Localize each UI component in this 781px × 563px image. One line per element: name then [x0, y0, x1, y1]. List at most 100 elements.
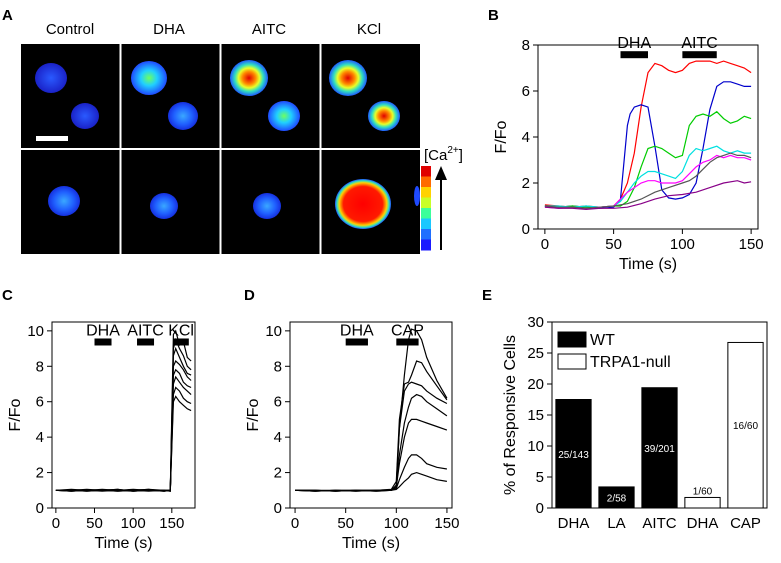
- y-tick-label: 6: [274, 394, 282, 411]
- y-tick-label: 8: [522, 37, 530, 54]
- bar: [555, 399, 592, 509]
- series-line: [295, 454, 447, 492]
- treatment-bar: [345, 338, 368, 346]
- y-tick-label: 10: [527, 438, 544, 455]
- bar: [641, 387, 678, 509]
- treatment-label: DHA: [617, 35, 651, 52]
- series-line: [295, 418, 448, 492]
- x-axis-label: Time (s): [619, 256, 677, 273]
- legend-swatch: [557, 331, 587, 348]
- chart-e: 0 5 10 15 20 25 30 % of Responsive Cells DHA 25/1…: [502, 314, 768, 532]
- cell-kcl-2: [368, 101, 400, 131]
- panel-label-d: D: [244, 287, 255, 304]
- colorbar-segment: [421, 218, 431, 230]
- series-line: [544, 81, 752, 209]
- treatment-bar: [94, 338, 112, 346]
- header-control: Control: [46, 21, 94, 38]
- series-line: [544, 110, 752, 208]
- y-tick-label: 0: [536, 500, 544, 517]
- y-tick-label: 6: [522, 83, 530, 100]
- x-tick-label: 0: [52, 515, 60, 532]
- x-tick-label: 100: [384, 515, 409, 532]
- y-tick-label: 2: [274, 465, 282, 482]
- colorbar-segment: [421, 208, 431, 219]
- chart-c: 0 50 100 150 0 2 4 6 8 10 Time (s) F/Fo DHA AITC KCl: [7, 321, 196, 552]
- treatment-label: AITC: [681, 35, 717, 52]
- cell-kcl-3: [335, 179, 391, 229]
- x-tick-label: 50: [605, 236, 622, 253]
- series-line: [544, 180, 752, 211]
- treatment-label: AITC: [127, 322, 163, 339]
- y-tick-label: 2: [522, 175, 530, 192]
- series-line: [55, 395, 192, 492]
- x-tick-label: DHA: [687, 515, 719, 532]
- y-tick-label: 25: [527, 345, 544, 362]
- x-tick-label: 150: [159, 515, 184, 532]
- bar-count-label: 1/60: [693, 486, 713, 497]
- y-tick-label: 5: [536, 469, 544, 486]
- y-tick-label: 6: [36, 394, 44, 411]
- y-axis-label: F/Fo: [493, 120, 510, 153]
- bar: [598, 486, 635, 509]
- x-tick-label: CAP: [730, 515, 761, 532]
- header-aitc: AITC: [252, 21, 286, 38]
- bar-count-label: 2/58: [607, 493, 627, 504]
- chart-d: 0 50 100 150 0 2 4 6 8 10 Time (s) F/Fo DHA CAP: [245, 321, 459, 552]
- panel-label-e: E: [482, 287, 492, 304]
- series-line: [544, 145, 752, 208]
- y-tick-label: 0: [522, 221, 530, 238]
- cell-aitc-1: [230, 60, 268, 96]
- y-tick-label: 2: [36, 465, 44, 482]
- x-tick-label: 150: [434, 515, 459, 532]
- y-tick-label: 8: [274, 358, 282, 375]
- colorbar-segment: [421, 176, 431, 188]
- x-tick-label: 50: [86, 515, 103, 532]
- header-kcl: KCl: [357, 21, 381, 38]
- legend-label: WT: [590, 332, 615, 349]
- series-line: [544, 152, 752, 209]
- panel-label-a: A: [2, 7, 13, 24]
- panel-label-c: C: [2, 287, 13, 304]
- series-line: [295, 328, 448, 492]
- treatment-bar: [396, 338, 419, 346]
- colorbar-segment: [421, 239, 431, 251]
- y-axis-label: F/Fo: [7, 398, 24, 431]
- x-tick-label: 150: [739, 236, 764, 253]
- colorbar: [421, 166, 431, 251]
- cell-kcl-1: [329, 60, 367, 96]
- treatment-label: DHA: [86, 322, 120, 339]
- legend-label: TRPA1-null: [590, 354, 671, 371]
- y-tick-label: 4: [522, 129, 530, 146]
- x-tick-label: 100: [121, 515, 146, 532]
- series-line: [295, 360, 448, 492]
- y-axis-label: % of Responsive Cells: [502, 335, 519, 495]
- y-tick-label: 15: [527, 407, 544, 424]
- scale-bar: [36, 136, 68, 141]
- bar-count-label: 25/143: [558, 450, 589, 461]
- y-tick-label: 8: [36, 358, 44, 375]
- x-tick-label: LA: [607, 515, 625, 532]
- treatment-bar: [682, 51, 717, 59]
- plot-frame: [51, 321, 196, 509]
- cell-kcl-edge: [414, 186, 420, 206]
- x-tick-label: 50: [337, 515, 354, 532]
- cell-aitc-3: [253, 193, 281, 219]
- colorbar-arrow-head: [435, 166, 447, 180]
- x-axis-label: Time (s): [94, 535, 152, 552]
- chart-b: 0 50 100 150 0 2 4 6 8 Time (s) F/Fo DHA AITC: [493, 35, 764, 273]
- treatment-bar: [620, 51, 648, 59]
- x-tick-label: 100: [670, 236, 695, 253]
- colorbar-segment: [421, 197, 431, 209]
- treatment-bar: [137, 338, 155, 346]
- panel-label-b: B: [488, 7, 499, 24]
- cell-dha-2: [168, 102, 198, 130]
- panel-a-micrographs: Control DHA AITC KCl [Ca2+]: [21, 21, 463, 254]
- x-axis-label: Time (s): [342, 535, 400, 552]
- x-tick-label: DHA: [558, 515, 590, 532]
- y-tick-label: 0: [36, 500, 44, 517]
- colorbar-segment: [421, 187, 431, 198]
- series-line: [544, 60, 752, 208]
- header-dha: DHA: [153, 21, 185, 38]
- cell-control-2: [71, 103, 99, 129]
- bar: [727, 341, 764, 509]
